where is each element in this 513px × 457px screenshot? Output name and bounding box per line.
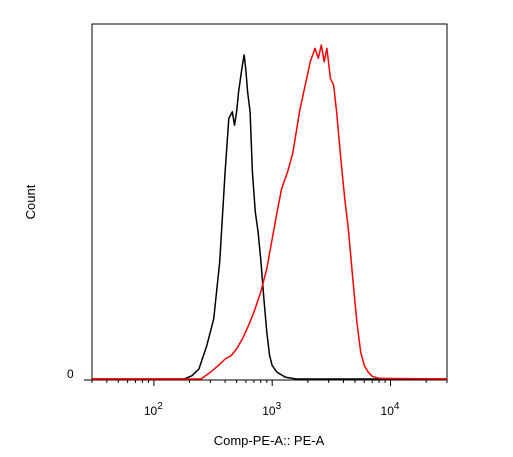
- x-tick-label: 104: [381, 401, 400, 418]
- x-axis: 102 103 104: [91, 380, 448, 418]
- x-axis-title: Comp-PE-A:: PE-A: [214, 433, 325, 448]
- x-tick-label: 102: [144, 401, 163, 418]
- histogram-line-2: [92, 44, 448, 380]
- y-tick-label: 0: [67, 367, 74, 381]
- y-axis-title: Count: [23, 184, 38, 219]
- series-layer: [92, 44, 448, 380]
- histogram-line-1: [92, 54, 447, 380]
- x-tick-label: 103: [262, 401, 281, 418]
- y-axis: 0: [67, 367, 92, 381]
- plot-frame: [91, 23, 448, 381]
